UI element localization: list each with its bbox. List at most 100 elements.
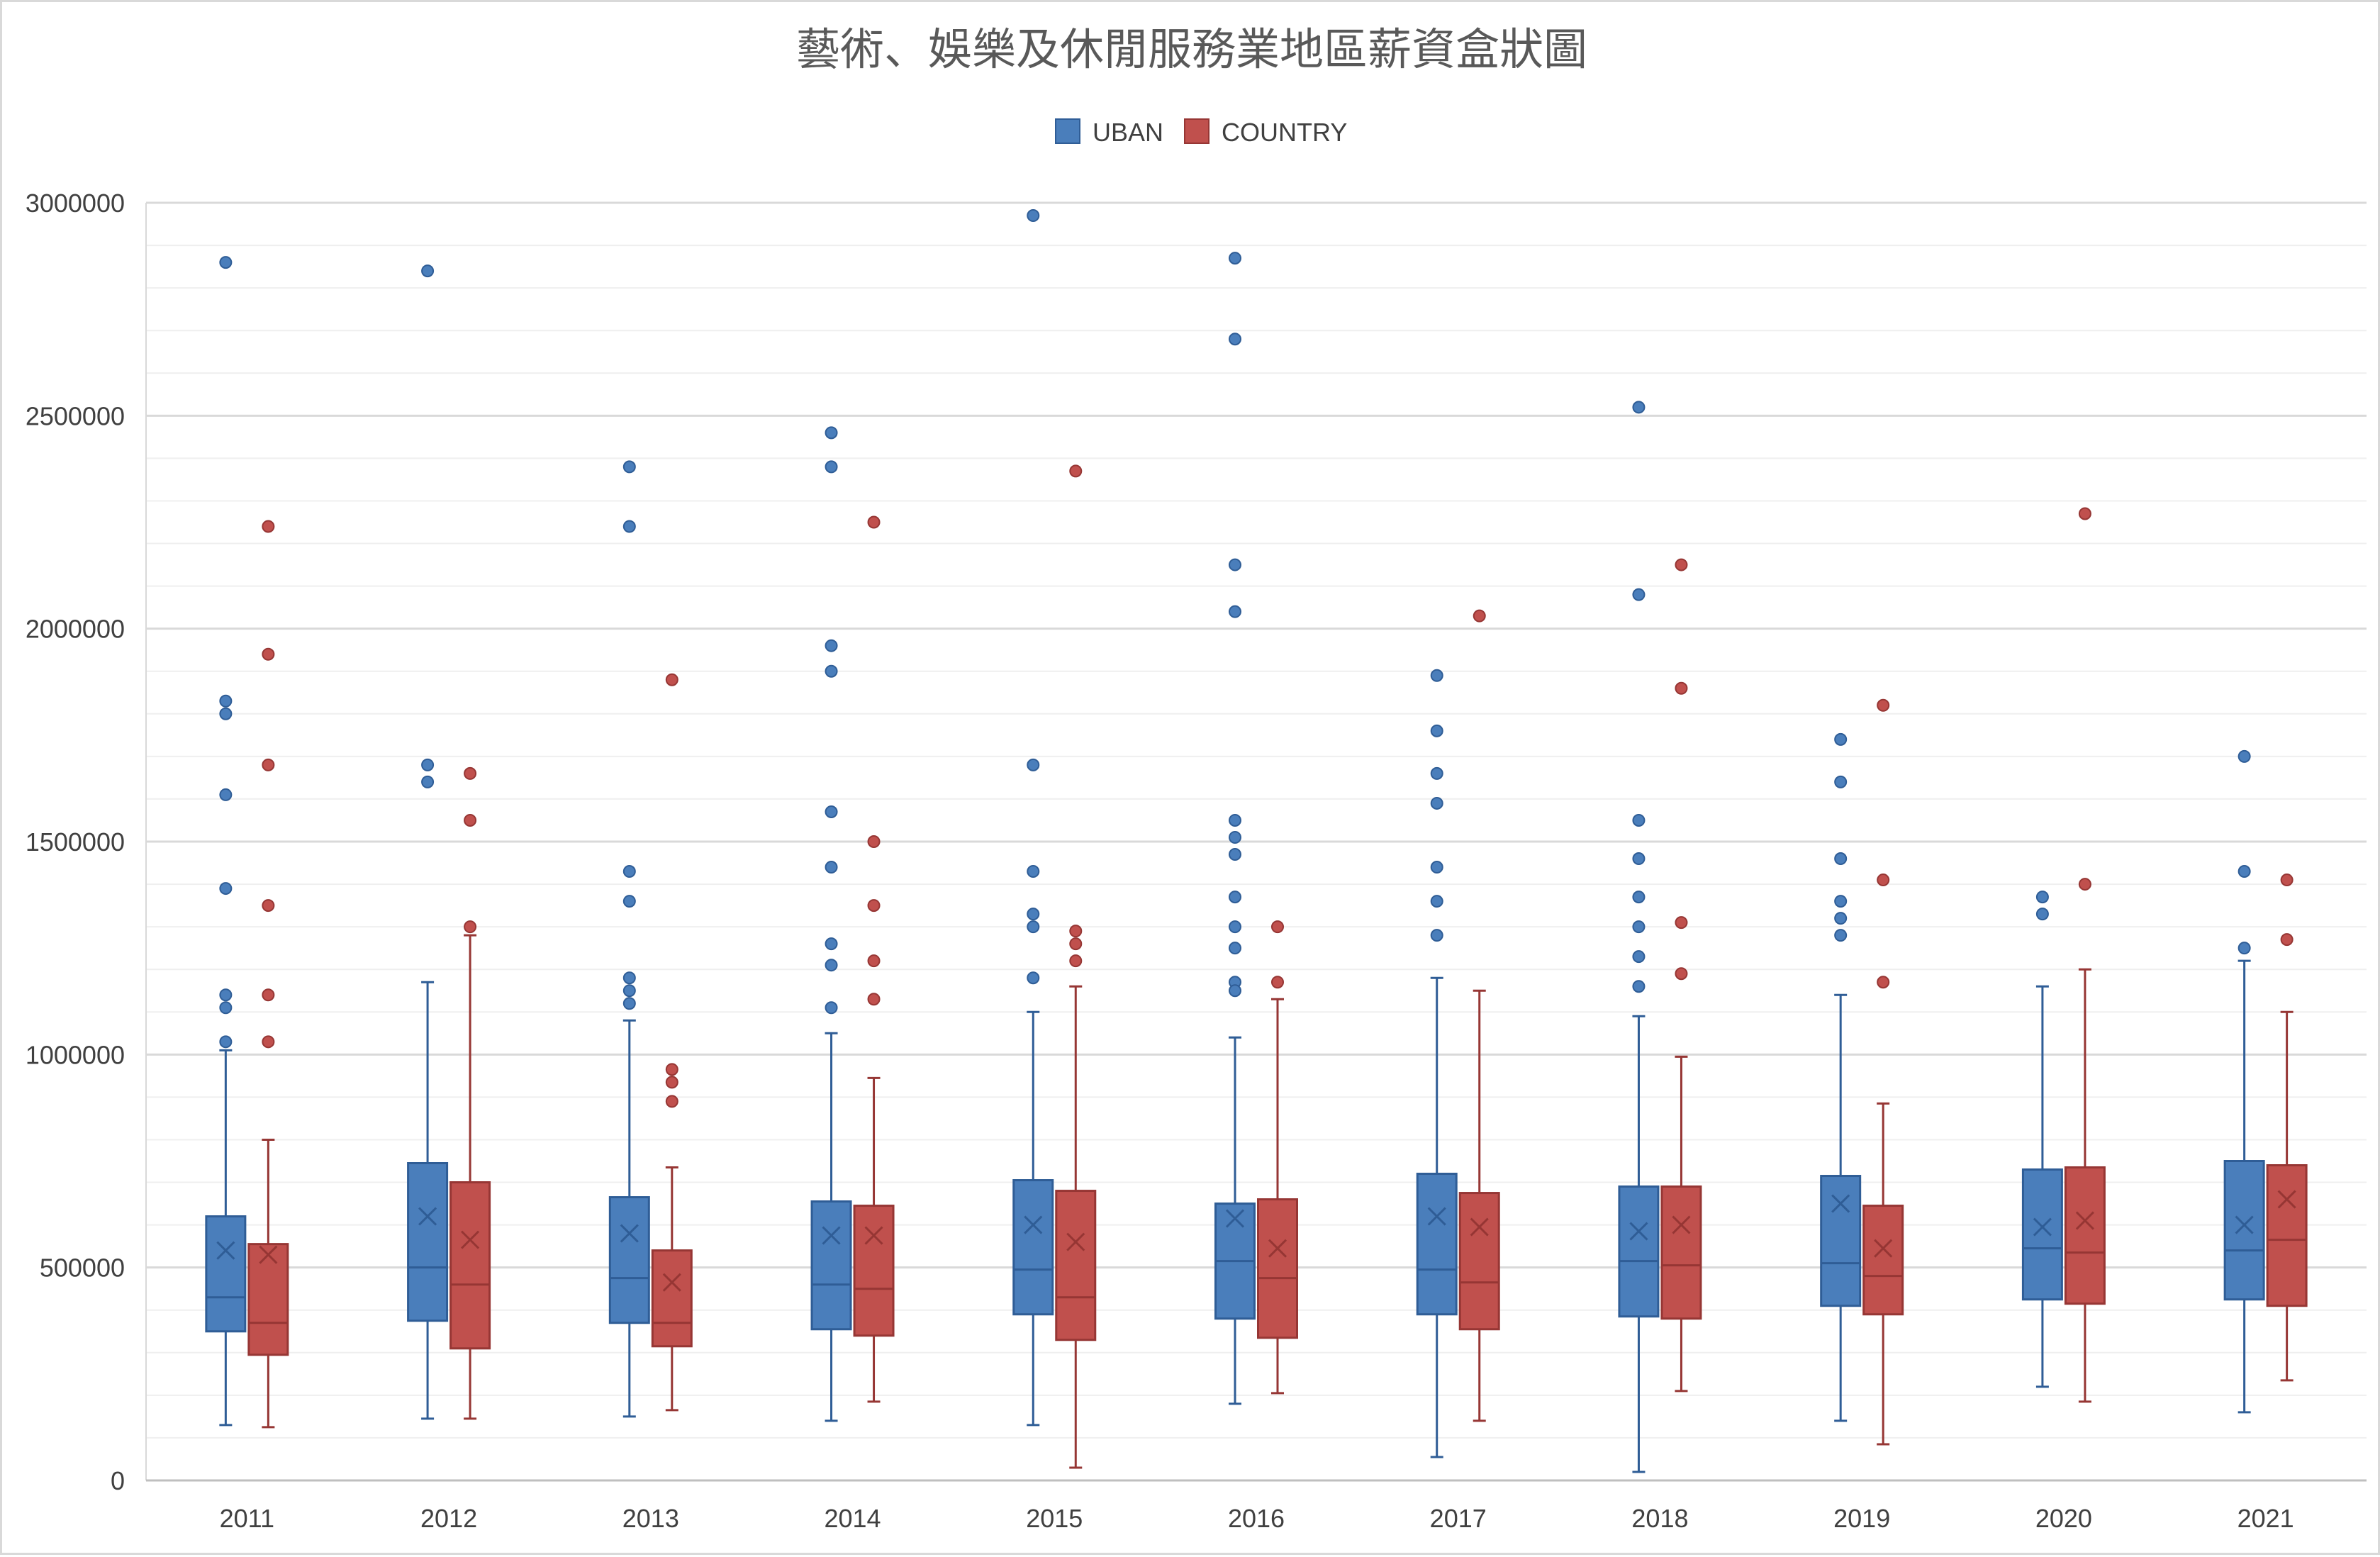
legend-label: UBAN — [1093, 118, 1163, 147]
outlier-point — [1271, 920, 1284, 934]
outlier-point — [1229, 830, 1241, 844]
outlier-point — [1675, 967, 1688, 981]
outlier-point — [867, 515, 881, 529]
box-country-2016 — [1257, 920, 1298, 1395]
outlier-point — [665, 673, 678, 686]
outlier-point — [1027, 209, 1040, 223]
outlier-point — [1632, 980, 1646, 993]
x-tick-label: 2014 — [824, 1504, 881, 1533]
legend-label: COUNTRY — [1222, 118, 1347, 147]
outlier-point — [825, 959, 838, 972]
outlier-point — [665, 1063, 678, 1076]
outlier-point — [1430, 895, 1443, 908]
mean-marker — [2235, 1215, 2254, 1234]
outlier-point — [2237, 865, 2251, 878]
mean-marker — [2033, 1217, 2052, 1237]
outlier-point — [219, 1001, 233, 1015]
outlier-point — [622, 865, 636, 878]
y-axis: 0 500000 1000000 1500000 2000000 2500000 30000… — [26, 189, 125, 1495]
iqr-box — [1458, 1192, 1500, 1331]
y-tick-label: 1000000 — [26, 1040, 125, 1069]
outlier-point — [219, 256, 233, 269]
outlier-point — [262, 647, 275, 661]
outlier-point — [1229, 813, 1241, 827]
mean-marker — [1225, 1209, 1245, 1228]
y-tick-label: 2500000 — [26, 401, 125, 430]
iqr-box — [2021, 1168, 2063, 1301]
box-country-2018 — [1660, 558, 1702, 1393]
outlier-point — [1027, 758, 1040, 771]
outlier-point — [867, 954, 881, 968]
y-tick-label: 3000000 — [26, 189, 125, 218]
outlier-point — [1430, 861, 1443, 874]
outlier-point — [1229, 984, 1241, 998]
mean-marker — [1831, 1194, 1850, 1213]
outlier-point — [1027, 971, 1040, 985]
outlier-point — [1675, 916, 1688, 930]
iqr-box — [247, 1243, 289, 1356]
outlier-point — [219, 882, 233, 895]
iqr-box — [1416, 1173, 1458, 1316]
mean-marker — [662, 1273, 681, 1292]
outlier-point — [867, 899, 881, 913]
outlier-point — [262, 758, 275, 771]
outlier-point — [825, 805, 838, 818]
outlier-point — [665, 1095, 678, 1108]
outlier-point — [2078, 878, 2091, 891]
mean-marker — [1672, 1215, 1691, 1234]
box-uban-2020 — [2021, 891, 2063, 1388]
y-tick-label: 1500000 — [26, 827, 125, 856]
outlier-point — [1834, 912, 1848, 925]
iqr-box — [1862, 1205, 1904, 1316]
outlier-point — [1834, 732, 1848, 746]
legend-swatch — [1055, 118, 1080, 144]
outlier-point — [1430, 766, 1443, 780]
box-uban-2012 — [407, 264, 449, 1420]
outlier-point — [2237, 942, 2251, 955]
outlier-point — [1632, 401, 1646, 414]
mean-marker — [620, 1224, 639, 1243]
outlier-point — [622, 520, 636, 533]
gridlines — [145, 201, 2367, 1482]
mean-marker — [418, 1207, 437, 1226]
x-tick-label: 2021 — [2237, 1504, 2294, 1533]
outlier-point — [1675, 681, 1688, 695]
x-tick-label: 2015 — [1026, 1504, 1083, 1533]
x-tick-label: 2017 — [1430, 1504, 1487, 1533]
iqr-box — [1012, 1179, 1054, 1316]
x-tick-label: 2016 — [1228, 1504, 1285, 1533]
outlier-point — [1877, 698, 1890, 712]
outlier-point — [2035, 891, 2049, 904]
outlier-point — [1675, 558, 1688, 571]
outlier-point — [867, 835, 881, 848]
iqr-box — [205, 1215, 247, 1333]
outlier-point — [2280, 933, 2294, 947]
outlier-point — [1632, 920, 1646, 934]
box-uban-2021 — [2223, 749, 2265, 1414]
outlier-point — [622, 997, 636, 1010]
outlier-point — [622, 895, 636, 908]
outlier-point — [1229, 252, 1241, 265]
plot-area — [205, 209, 2308, 1473]
mean-marker — [2277, 1190, 2296, 1209]
mean-marker — [1470, 1217, 1489, 1237]
mean-marker — [864, 1226, 883, 1245]
outlier-point — [1229, 558, 1241, 571]
x-tick-label: 2020 — [2035, 1504, 2092, 1533]
outlier-point — [825, 639, 838, 652]
legend: UBAN COUNTRY — [1055, 118, 1347, 147]
outlier-point — [622, 984, 636, 998]
box-country-2019 — [1862, 698, 1904, 1446]
outlier-point — [1834, 852, 1848, 866]
outlier-point — [464, 766, 477, 780]
box-uban-2017 — [1416, 669, 1458, 1458]
outlier-point — [1632, 588, 1646, 601]
outlier-point — [1027, 920, 1040, 934]
outlier-point — [1834, 775, 1848, 788]
outlier-point — [219, 988, 233, 1002]
mean-marker — [2075, 1211, 2094, 1230]
box-country-2020 — [2064, 507, 2106, 1403]
chart-title: 藝術、娛樂及休閒服務業地區薪資盒狀圖 — [796, 23, 1587, 75]
